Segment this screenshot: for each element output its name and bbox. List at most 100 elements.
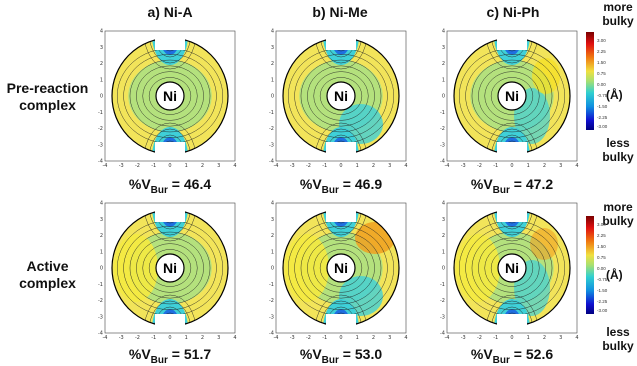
- svg-text:-2: -2: [269, 126, 274, 132]
- row-label-active: Active complex: [19, 258, 76, 291]
- svg-text:4: 4: [575, 163, 578, 169]
- nickel-center: [497, 81, 527, 111]
- svg-text:1: 1: [442, 249, 445, 255]
- svg-text:2: 2: [543, 163, 546, 169]
- svg-text:-1: -1: [151, 163, 156, 169]
- svg-text:3: 3: [271, 217, 274, 223]
- svg-text:-4: -4: [445, 163, 450, 169]
- svg-text:1: 1: [356, 335, 359, 341]
- colorbar-bottom-label: less bulky: [602, 325, 634, 353]
- svg-text:1: 1: [527, 163, 530, 169]
- svg-text:-2: -2: [477, 335, 482, 341]
- svg-text:-3: -3: [461, 335, 466, 341]
- svg-text:2: 2: [372, 335, 375, 341]
- svg-text:-3: -3: [461, 163, 466, 169]
- svg-text:-2: -2: [98, 298, 103, 304]
- svg-text:-2: -2: [440, 298, 445, 304]
- svg-text:2: 2: [271, 61, 274, 67]
- svg-text:4: 4: [271, 201, 274, 207]
- nickel-center: [326, 253, 356, 283]
- svg-text:0: 0: [271, 266, 274, 272]
- svg-text:1: 1: [356, 163, 359, 169]
- svg-text:-3: -3: [290, 163, 295, 169]
- colorbar-top-label: more bulky: [602, 0, 634, 28]
- svg-text:3: 3: [217, 163, 220, 169]
- svg-text:-1: -1: [269, 282, 274, 288]
- svg-text:3: 3: [559, 335, 562, 341]
- svg-text:-4: -4: [269, 331, 274, 337]
- row-label-pre-reaction: Pre-reaction complex: [6, 80, 89, 113]
- nickel-label: Ni: [505, 260, 519, 276]
- svg-text:0: 0: [510, 335, 513, 341]
- nickel-label: Ni: [334, 88, 348, 104]
- svg-text:2: 2: [372, 163, 375, 169]
- svg-text:0: 0: [168, 163, 171, 169]
- nickel-center: [155, 253, 185, 283]
- svg-text:-1: -1: [440, 110, 445, 116]
- svg-text:4: 4: [404, 335, 407, 341]
- steric-map-active-c: -4 -4 -3 -3 -2 -2 -1 -1 0 0 1 1 2 2 3 3 4 4 Ni: [437, 198, 587, 348]
- svg-text:0: 0: [100, 94, 103, 100]
- svg-text:2: 2: [442, 233, 445, 239]
- svg-text:2: 2: [543, 335, 546, 341]
- svg-text:-3: -3: [98, 314, 103, 320]
- svg-text:-4: -4: [98, 331, 103, 337]
- svg-text:0: 0: [339, 335, 342, 341]
- svg-text:3: 3: [388, 163, 391, 169]
- svg-text:-2: -2: [477, 163, 482, 169]
- svg-text:-4: -4: [98, 159, 103, 165]
- colorbar-gradient-2: [586, 216, 594, 314]
- svg-text:3: 3: [217, 335, 220, 341]
- svg-text:4: 4: [100, 29, 103, 35]
- svg-text:3: 3: [559, 163, 562, 169]
- vbur-active-b: %VBur = 53.0: [299, 346, 383, 366]
- column-title-b: b) Ni-Me: [312, 4, 368, 20]
- steric-map-pre-a: -4 -4 -3 -3 -2 -2 -1 -1 0 0 1 1 2 2 3 3 4 4 Ni: [95, 26, 245, 176]
- svg-text:4: 4: [575, 335, 578, 341]
- svg-text:4: 4: [442, 29, 445, 35]
- svg-text:-4: -4: [440, 159, 445, 165]
- svg-text:1: 1: [185, 163, 188, 169]
- column-title-a: a) Ni-A: [147, 4, 193, 20]
- svg-text:1: 1: [100, 77, 103, 83]
- svg-text:-3: -3: [440, 142, 445, 148]
- svg-text:-4: -4: [269, 159, 274, 165]
- svg-text:-4: -4: [445, 335, 450, 341]
- colorbar-bottom-label-top: less bulky: [602, 136, 634, 164]
- nickel-center: [155, 81, 185, 111]
- svg-text:3: 3: [100, 217, 103, 223]
- svg-text:2: 2: [201, 335, 204, 341]
- column-title-c: c) Ni-Ph: [486, 4, 540, 20]
- svg-text:2: 2: [201, 163, 204, 169]
- svg-text:0: 0: [442, 94, 445, 100]
- vbur-pre-c: %VBur = 47.2: [470, 176, 554, 196]
- svg-text:0: 0: [339, 163, 342, 169]
- svg-text:1: 1: [442, 77, 445, 83]
- svg-text:4: 4: [233, 335, 236, 341]
- vbur-pre-a: %VBur = 46.4: [128, 176, 212, 196]
- nickel-label: Ni: [505, 88, 519, 104]
- svg-text:3: 3: [271, 45, 274, 51]
- svg-text:-1: -1: [440, 282, 445, 288]
- svg-text:3: 3: [100, 45, 103, 51]
- steric-map-active-b: -4 -4 -3 -3 -2 -2 -1 -1 0 0 1 1 2 2 3 3 4 4 Ni: [266, 198, 416, 348]
- svg-text:0: 0: [168, 335, 171, 341]
- colorbar-unit-bottom: (Å): [606, 268, 623, 282]
- svg-text:4: 4: [271, 29, 274, 35]
- vbur-pre-b: %VBur = 46.9: [299, 176, 383, 196]
- svg-text:3: 3: [442, 217, 445, 223]
- nickel-label: Ni: [334, 260, 348, 276]
- svg-text:-2: -2: [135, 163, 140, 169]
- svg-text:3: 3: [442, 45, 445, 51]
- svg-text:3: 3: [388, 335, 391, 341]
- svg-text:0: 0: [510, 163, 513, 169]
- vbur-active-c: %VBur = 52.6: [470, 346, 554, 366]
- svg-text:1: 1: [271, 77, 274, 83]
- svg-text:-3: -3: [290, 335, 295, 341]
- svg-text:0: 0: [442, 266, 445, 272]
- svg-text:-1: -1: [322, 163, 327, 169]
- steric-map-pre-b: -4 -4 -3 -3 -2 -2 -1 -1 0 0 1 1 2 2 3 3 4 4 Ni: [266, 26, 416, 176]
- svg-text:4: 4: [404, 163, 407, 169]
- svg-text:-1: -1: [493, 335, 498, 341]
- svg-text:-2: -2: [269, 298, 274, 304]
